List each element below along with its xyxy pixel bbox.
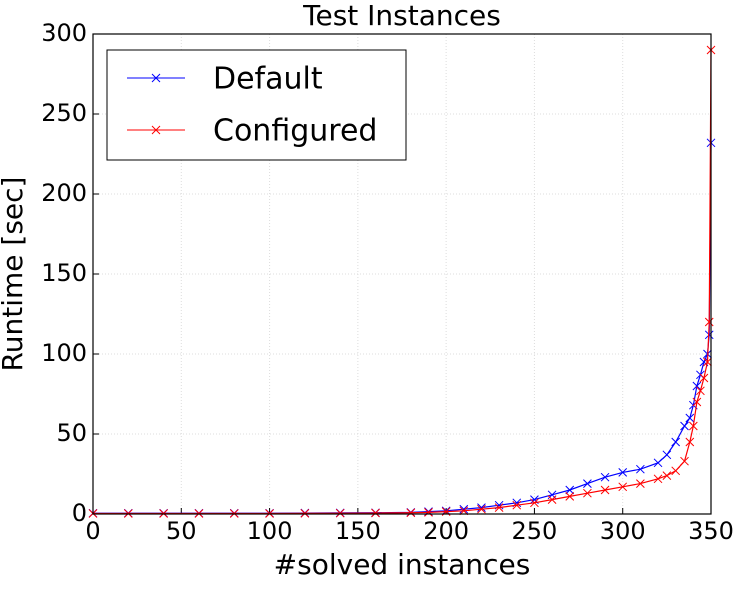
x-tick-label: 250 xyxy=(512,517,558,545)
marker xyxy=(680,456,689,466)
x-tick-label: 150 xyxy=(335,517,381,545)
marker xyxy=(583,488,592,498)
legend-label: Default xyxy=(213,62,323,97)
y-tick-label: 0 xyxy=(72,499,87,527)
plot-frame xyxy=(92,33,712,515)
y-tick-label: 150 xyxy=(41,259,87,287)
marker xyxy=(547,495,557,504)
marker xyxy=(692,397,702,407)
legend-box xyxy=(106,49,407,161)
y-tick-label: 250 xyxy=(41,99,87,127)
y-tick-label: 100 xyxy=(41,339,87,367)
marker xyxy=(685,413,695,423)
marker xyxy=(636,479,645,488)
series-line xyxy=(93,142,712,514)
marker xyxy=(530,498,539,508)
legend-marker xyxy=(151,125,161,135)
marker xyxy=(653,458,663,468)
marker xyxy=(662,471,672,480)
marker xyxy=(583,479,592,488)
x-tick-label: 350 xyxy=(688,517,734,545)
legend-label: Configured xyxy=(213,114,377,149)
marker xyxy=(565,492,575,501)
marker xyxy=(300,509,310,518)
marker xyxy=(662,450,672,460)
marker xyxy=(494,503,504,512)
marker xyxy=(680,421,689,431)
marker xyxy=(477,503,486,512)
chart-title: Test Instances xyxy=(302,0,501,32)
marker xyxy=(600,472,610,482)
marker xyxy=(512,500,522,510)
legend-marker xyxy=(151,73,161,83)
marker xyxy=(692,381,702,391)
y-tick-label: 200 xyxy=(41,179,87,207)
marker xyxy=(618,468,628,477)
marker xyxy=(618,482,628,492)
marker xyxy=(371,508,380,518)
marker xyxy=(699,373,709,383)
marker xyxy=(636,464,645,474)
y-axis-label: Runtime [sec] xyxy=(0,177,29,372)
x-tick-label: 0 xyxy=(85,517,100,545)
marker xyxy=(671,466,681,476)
x-tick-label: 50 xyxy=(166,517,197,545)
marker xyxy=(477,504,486,514)
y-tick-label: 300 xyxy=(41,19,87,47)
marker xyxy=(424,508,433,517)
marker xyxy=(459,504,469,514)
marker xyxy=(671,437,681,447)
marker xyxy=(685,437,695,447)
marker xyxy=(600,485,610,495)
x-axis-label: #solved instances xyxy=(274,548,531,581)
x-tick-label: 300 xyxy=(600,517,646,545)
marker xyxy=(335,508,345,518)
marker xyxy=(688,421,698,431)
y-tick-label: 50 xyxy=(56,419,87,447)
marker xyxy=(406,508,416,518)
marker xyxy=(704,317,714,327)
marker xyxy=(547,490,557,500)
marker xyxy=(703,357,712,367)
x-tick-label: 200 xyxy=(423,517,469,545)
marker xyxy=(565,485,575,495)
x-tick-label: 100 xyxy=(247,517,293,545)
marker xyxy=(653,474,663,484)
marker xyxy=(696,386,705,396)
